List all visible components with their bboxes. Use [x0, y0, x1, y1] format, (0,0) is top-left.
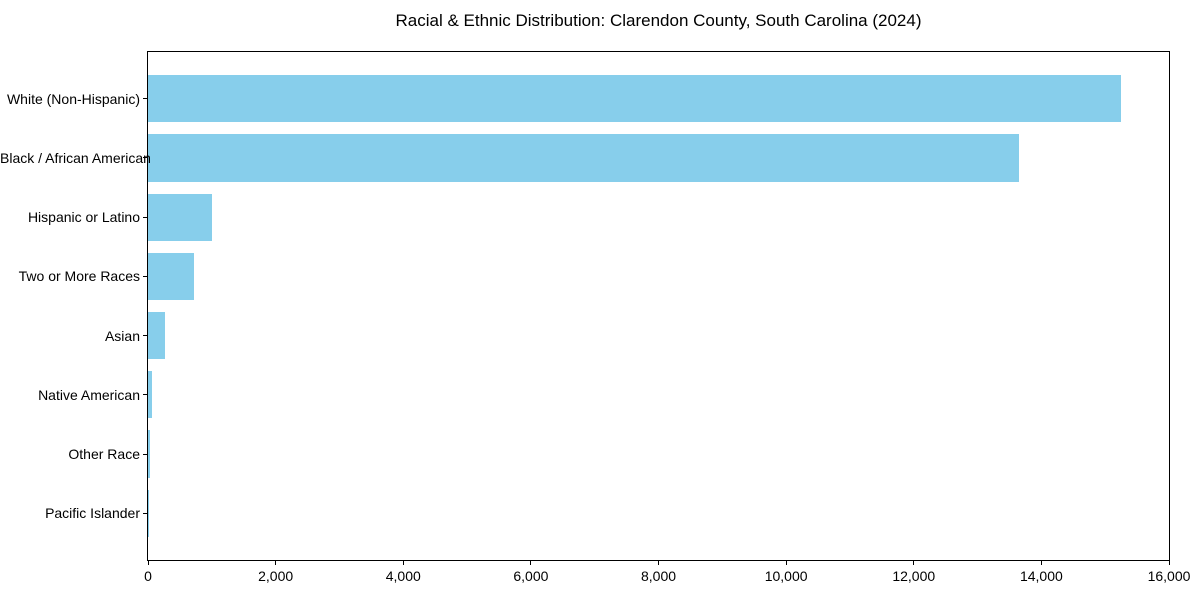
x-tick-mark — [147, 561, 149, 565]
y-tick-mark — [143, 394, 147, 396]
y-tick-label-two-or-more-races: Two or More Races — [18, 268, 140, 285]
y-tick-label-black-african-american: Black / African American — [0, 149, 151, 166]
chart-title: Racial & Ethnic Distribution: Clarendon … — [395, 11, 922, 30]
x-tick-mark — [785, 561, 787, 565]
x-tick-label-6000: 6,000 — [513, 568, 549, 584]
y-tick-mark — [143, 275, 147, 277]
x-tick-label-0: 0 — [144, 568, 152, 584]
bar-hispanic-or-latino — [148, 193, 212, 241]
y-tick-mark — [143, 98, 147, 100]
y-tick-mark — [143, 157, 147, 159]
x-tick-label-10000: 10,000 — [764, 568, 808, 584]
bar-two-or-more-races — [148, 252, 195, 301]
y-tick-label-pacific-islander: Pacific Islander — [45, 505, 140, 522]
x-tick-mark — [402, 561, 404, 565]
y-tick-label-native-american: Native American — [38, 386, 140, 403]
x-tick-label-4000: 4,000 — [385, 568, 421, 584]
x-tick-mark — [530, 561, 532, 565]
y-tick-mark — [143, 335, 147, 337]
x-tick-mark — [1168, 561, 1170, 565]
x-tick-label-16000: 16,000 — [1147, 568, 1191, 584]
y-tick-label-other-race: Other Race — [68, 446, 140, 463]
x-tick-mark — [1040, 561, 1042, 565]
x-tick-label-8000: 8,000 — [640, 568, 677, 584]
bar-white-non-hispanic — [148, 75, 1122, 123]
x-tick-label-14000: 14,000 — [1019, 568, 1063, 584]
bar-pacific-islander — [148, 489, 149, 537]
x-tick-label-12000: 12,000 — [892, 568, 936, 584]
x-tick-mark — [275, 561, 277, 565]
y-tick-label-asian: Asian — [104, 327, 140, 344]
x-tick-mark — [658, 561, 659, 565]
y-tick-label-hispanic-or-latino: Hispanic or Latino — [27, 209, 140, 226]
y-tick-mark — [143, 453, 147, 455]
x-tick-mark — [913, 561, 915, 565]
y-tick-mark — [143, 216, 147, 218]
y-tick-label-white-non-hispanic: White (Non-Hispanic) — [6, 90, 140, 107]
y-tick-mark — [143, 512, 147, 514]
bar-native-american — [148, 371, 152, 419]
x-tick-label-2000: 2,000 — [258, 568, 294, 584]
bar-black-african-american — [148, 134, 1020, 182]
plot-area — [147, 51, 1170, 561]
bar-asian — [148, 311, 166, 360]
bar-other-race — [148, 430, 150, 478]
